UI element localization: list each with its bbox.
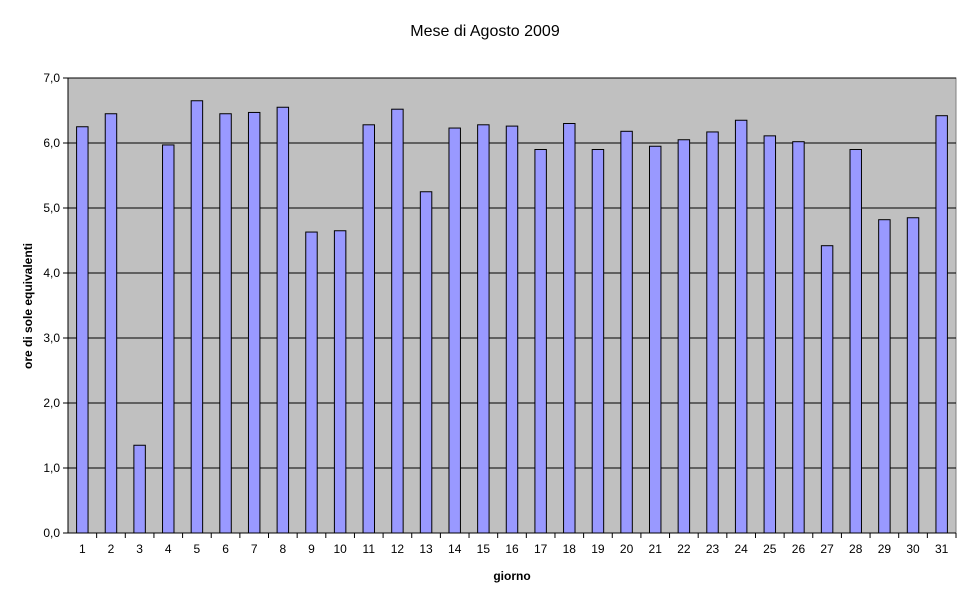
bar [104,113,118,534]
x-tick-label: 16 [505,542,519,556]
x-tick-label: 4 [165,542,172,556]
x-tick-label: 1 [79,542,86,556]
bar [448,127,461,534]
x-tick-label: 10 [333,542,347,556]
x-tick-label: 19 [591,542,605,556]
bar [477,124,490,534]
x-tick-label: 5 [194,542,201,556]
x-tick-label: 7 [251,542,258,556]
x-tick-label: 23 [706,542,720,556]
bar [648,145,662,534]
x-axis-label: giorno [493,569,530,583]
x-tick-label: 18 [563,542,577,556]
x-tick-label: 28 [849,542,863,556]
bar [333,230,347,534]
x-tick-label: 31 [935,542,949,556]
bar [620,130,633,534]
x-tick-label: 8 [279,542,286,556]
bar [76,126,89,534]
y-tick-label: 4,0 [43,266,60,280]
bar [792,141,805,534]
bar [362,124,376,534]
bar [878,219,891,534]
bar [162,144,175,534]
bar [820,245,834,534]
x-tick-label: 20 [620,542,634,556]
x-tick-label: 21 [649,542,663,556]
bar [534,149,547,534]
x-tick-label: 17 [534,542,548,556]
bar [734,119,748,534]
bar [906,217,920,534]
x-tick-label: 26 [792,542,806,556]
x-tick-label: 13 [419,542,433,556]
bar [849,149,862,534]
x-tick-label: 29 [878,542,892,556]
plot-area: 0,01,02,03,04,05,06,07,01 2 3 4 5 6 7 8 9 10 11 12 1… [43,71,957,556]
y-tick-label: 1,0 [43,461,60,475]
bar [391,108,404,534]
bar [563,123,576,534]
bar [419,191,433,534]
x-tick-label: 30 [906,542,920,556]
x-tick-label: 22 [677,542,691,556]
x-tick-label: 24 [734,542,748,556]
bar [763,135,777,534]
x-tick-label: 3 [136,542,143,556]
x-tick-label: 27 [820,542,834,556]
y-tick-label: 6,0 [43,136,60,150]
y-tick-label: 3,0 [43,331,60,345]
bar [591,149,605,534]
bar [935,115,948,534]
y-tick-label: 7,0 [43,71,60,85]
chart-title: Mese di Agosto 2009 [410,23,560,40]
x-tick-label: 25 [763,542,777,556]
x-tick-label: 14 [448,542,462,556]
y-tick-label: 2,0 [43,396,60,410]
x-tick-label: 15 [477,542,491,556]
y-tick-label: 0,0 [43,526,60,540]
bar [677,139,691,534]
x-tick-label: 11 [363,542,376,556]
bar [219,113,232,534]
bar [133,444,146,534]
x-tick-label: 12 [391,542,405,556]
y-tick-label: 5,0 [43,201,60,215]
bar [505,125,519,534]
x-tick-label: 6 [222,542,229,556]
bar [247,111,261,534]
bar [276,106,290,534]
x-tick-label: 9 [308,542,315,556]
y-axis-label: ore di sole equivalenti [21,243,35,369]
bar [706,131,719,534]
bar [305,231,318,534]
x-tick-label: 2 [108,542,115,556]
bar [190,100,204,534]
